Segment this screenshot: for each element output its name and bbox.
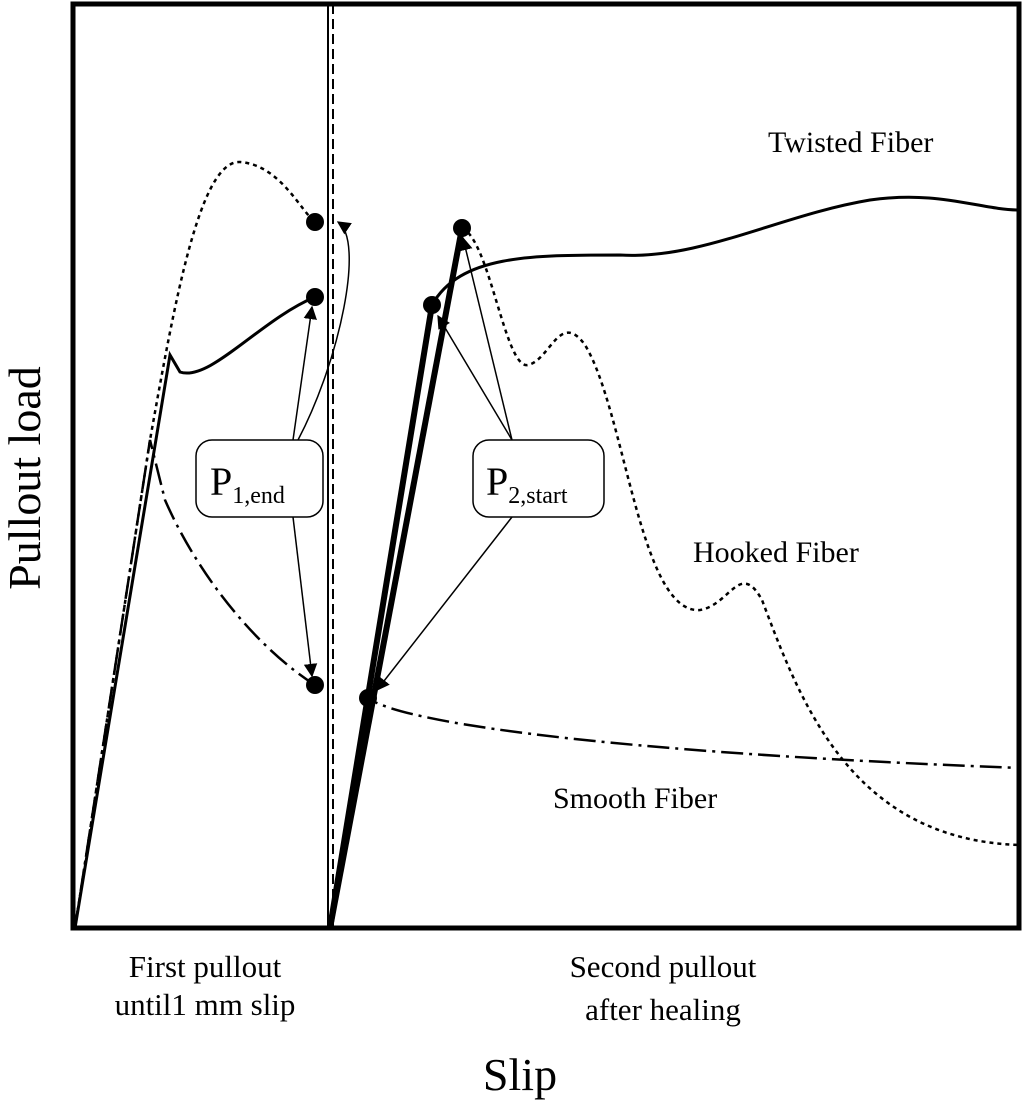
hooked-rise bbox=[327, 304, 435, 929]
region-label: First pullout bbox=[129, 949, 282, 984]
region-label: until1 mm slip bbox=[115, 987, 296, 1022]
callout-label: P2,start bbox=[486, 459, 568, 509]
callout-label: P1,end bbox=[210, 459, 285, 509]
points bbox=[306, 213, 471, 707]
curve-label: Twisted Fiber bbox=[768, 126, 933, 159]
smooth-curve-1 bbox=[73, 439, 316, 929]
hooked-curve-2 bbox=[461, 226, 1021, 847]
callout-box bbox=[195, 439, 324, 518]
region-label: after healing bbox=[585, 992, 741, 1027]
hooked-curve-1 bbox=[73, 295, 316, 929]
callout-box bbox=[472, 439, 605, 518]
smooth-curve-2 bbox=[328, 695, 1021, 929]
curve-label: Hooked Fiber bbox=[693, 536, 859, 569]
frame bbox=[70, 1, 1022, 931]
curve-label: Smooth Fiber bbox=[553, 782, 717, 815]
twisted-curve-1 bbox=[73, 160, 316, 929]
arrows bbox=[292, 221, 513, 692]
x-axis-label: Slip bbox=[483, 1049, 557, 1100]
y-axis-label: Pullout load bbox=[0, 366, 50, 590]
twisted-curve-2 bbox=[328, 195, 1021, 929]
region-label: Second pullout bbox=[570, 949, 757, 984]
